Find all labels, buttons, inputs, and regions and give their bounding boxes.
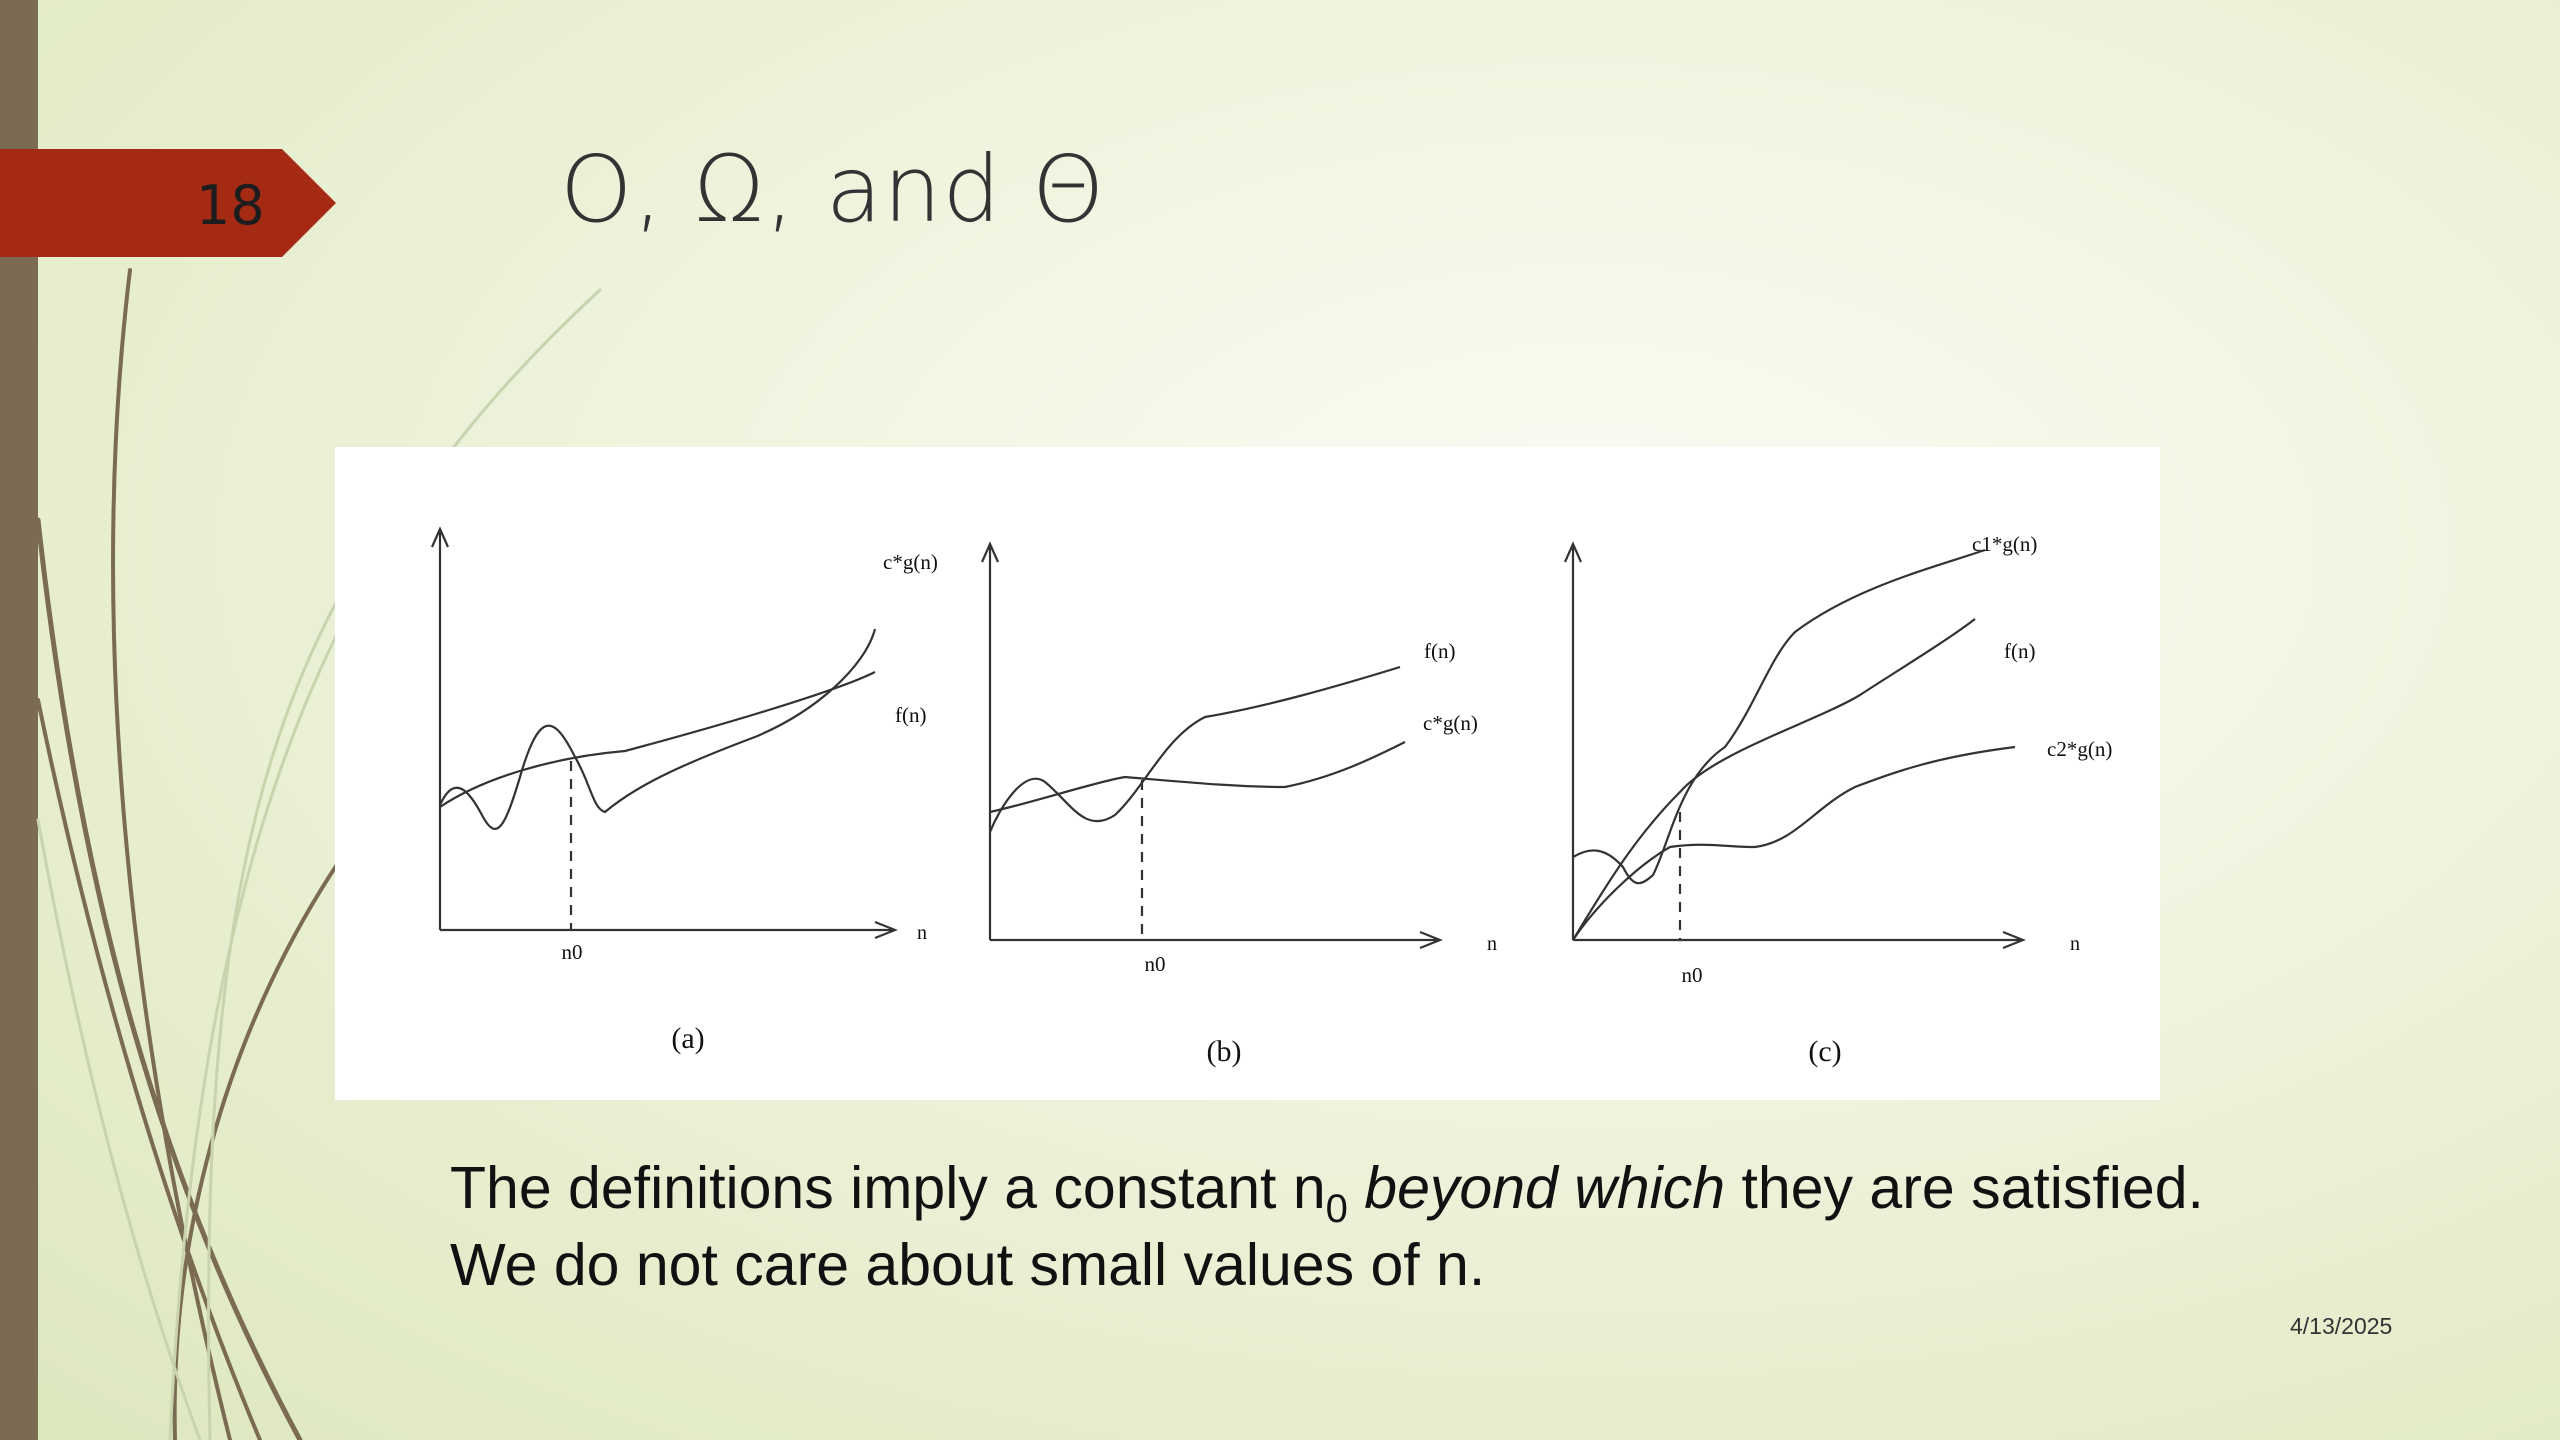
panel-c-x-axis — [1573, 930, 2026, 950]
asymptotic-notation-figure: c*g(n) f(n) n n0 (a) f(n) c*g(n) n n0 (b… — [335, 447, 2160, 1100]
slide-number: 18 — [196, 174, 265, 237]
panel-b-caption: (b) — [1207, 1035, 1242, 1068]
panel-a-cg-curve — [438, 628, 877, 830]
panel-c-c2g-curve — [1572, 745, 2016, 941]
panel-b-cg-curve — [989, 741, 1406, 814]
panel-a-x-label: n — [917, 922, 927, 944]
slide-number-tab — [0, 149, 336, 257]
panel-b-n0-label: n0 — [1145, 952, 1166, 976]
panel-a-label-f: f(n) — [895, 703, 926, 727]
panel-b-x-label: n — [1487, 933, 1497, 955]
panel-b-x-axis — [990, 930, 1443, 950]
panel-c-f-curve — [1572, 618, 1976, 941]
slide-date: 4/13/2025 — [2290, 1313, 2393, 1339]
panel-b-y-axis — [980, 541, 1000, 940]
panel-a-x-axis — [440, 920, 898, 940]
panel-b-label-f: f(n) — [1424, 639, 1455, 663]
panel-c-caption: (c) — [1808, 1035, 1841, 1068]
figure-svg: c*g(n) f(n) n n0 (a) f(n) c*g(n) n n0 (b… — [430, 526, 2112, 1068]
body-subscript: 0 — [1325, 1187, 1348, 1231]
panel-a-n0-label: n0 — [562, 940, 583, 964]
panel-a — [430, 526, 898, 940]
panel-c-n0-label: n0 — [1682, 963, 1703, 987]
panel-c-label-f: f(n) — [2004, 639, 2035, 663]
body-emphasis: beyond which — [1364, 1155, 1726, 1221]
panel-c-x-label: n — [2070, 933, 2080, 955]
panel-c-c1g-curve — [1572, 548, 1986, 885]
panel-a-f-curve — [439, 671, 876, 808]
panel-c — [1563, 541, 2026, 950]
panel-c-y-axis — [1563, 541, 1583, 940]
body-text-part2: they are satisfied. We do not care about… — [450, 1155, 2204, 1298]
body-text-part1: The definitions imply a constant n — [450, 1155, 1326, 1221]
body-paragraph: The definitions imply a constant n0 beyo… — [450, 1150, 2230, 1304]
panel-a-caption: (a) — [671, 1022, 704, 1055]
panel-a-label-cg: c*g(n) — [883, 550, 938, 574]
panel-a-y-axis — [430, 526, 450, 930]
panel-b — [980, 541, 1443, 950]
slide-title: O, Ω, and Θ — [560, 136, 1106, 243]
panel-b-label-cg: c*g(n) — [1423, 711, 1478, 735]
panel-c-label-c1g: c1*g(n) — [1972, 532, 2037, 556]
panel-c-label-c2g: c2*g(n) — [2047, 737, 2112, 761]
panel-b-f-curve — [988, 665, 1401, 833]
